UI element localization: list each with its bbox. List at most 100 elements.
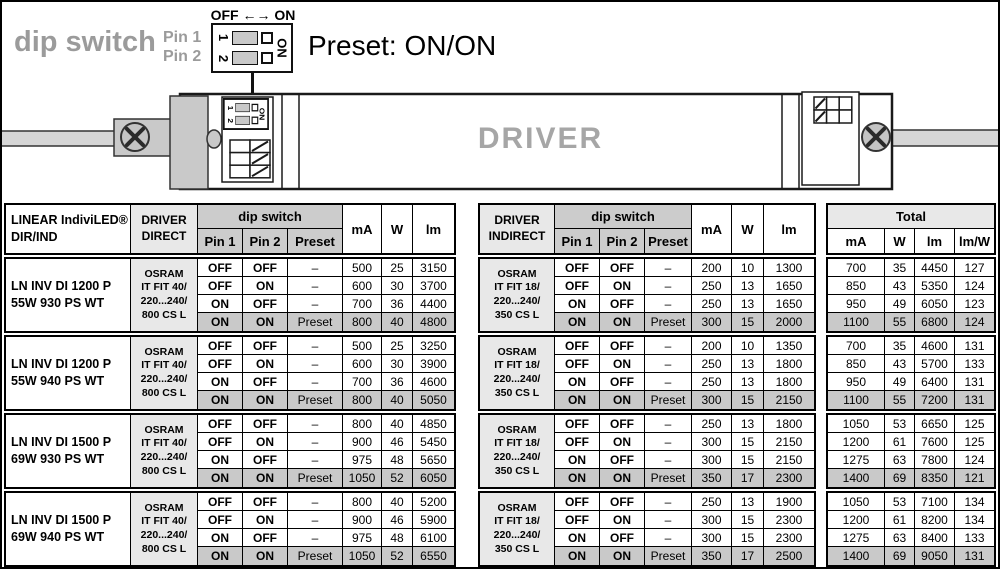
left-table-blocks: LN INV DI 1200 P 55W 930 PS WT OSRAM IT FIT… [4,257,456,567]
total-block: 1050 53 7100 134 1200 61 8200 134 1275 63 8400 133 1… [826,491,996,567]
indirect-ma: 300 [692,511,732,529]
indirect-lm: 2500 [764,547,814,565]
direct-w: 52 [382,469,413,487]
direct-block: LN INV DI 1500 P 69W 940 PS WT OSRAM IT FIT… [4,491,456,567]
text-line: 800 CS L [141,542,187,555]
left-table-header: LINEAR IndiviLED® DIR/IND DRIVER DIRECT … [4,203,456,255]
indirect-ma: 300 [692,451,732,469]
total-w: 43 [885,277,915,295]
preset-value: – [288,373,343,391]
total-w: 53 [885,493,915,511]
direct-ma: 975 [343,451,382,469]
text-line: 55W 930 PS WT [11,296,105,310]
w-header: W [885,229,915,253]
driver-indirect-cell: OSRAM IT FIT 18/220...240/350 CS L [480,337,555,409]
total-lm: 5700 [915,355,955,373]
preset-value: – [288,433,343,451]
pin2-value: ON [243,277,288,295]
preset-value: – [645,433,692,451]
text-line: OSRAM [144,423,184,436]
text-line: 69W 940 PS WT [11,530,105,544]
text-line: OSRAM [144,267,184,280]
middle-table-blocks: OSRAM IT FIT 18/220...240/350 CS L OFF OFF –… [478,257,816,567]
dip-switch-header: dip switch [198,205,343,229]
ma-header: mA [343,205,382,253]
pin1-value: OFF [198,337,243,355]
direct-w: 25 [382,337,413,355]
pin1-value: OFF [555,259,600,277]
total-ma: 1050 [828,415,885,433]
direct-ma: 600 [343,355,382,373]
text-line: OSRAM [497,345,537,358]
direct-w: 52 [382,547,413,565]
total-ma: 700 [828,259,885,277]
direct-block: LN INV DI 1200 P 55W 930 PS WT OSRAM IT FIT… [4,257,456,333]
total-ma: 1200 [828,511,885,529]
driver-direct-cell: OSRAM IT FIT 40/220...240/800 CS L [131,259,198,331]
direct-w: 48 [382,529,413,547]
direct-lm: 5200 [413,493,454,511]
direct-ma: 800 [343,313,382,331]
direct-w: 40 [382,391,413,409]
driver-direct-cell: OSRAM IT FIT 40/220...240/800 CS L [131,415,198,487]
total-ma: 700 [828,337,885,355]
indirect-block: OSRAM IT FIT 18/220...240/350 CS L OFF OFF –… [478,335,816,411]
direct-lm: 3900 [413,355,454,373]
pin2-value: ON [600,433,645,451]
direct-ma: 500 [343,259,382,277]
total-w: 69 [885,469,915,487]
direct-w: 48 [382,451,413,469]
pin1-value: ON [198,469,243,487]
total-lm-per-w: 125 [955,415,994,433]
preset-value: Preset [288,391,343,409]
pin2-value: ON [243,469,288,487]
total-lm-per-w: 133 [955,529,994,547]
total-lm: 6650 [915,415,955,433]
text-line: 350 CS L [494,464,540,477]
preset-value: – [645,337,692,355]
pin2-value: OFF [243,259,288,277]
total-lm-per-w: 134 [955,493,994,511]
pin2-value: ON [243,547,288,565]
driver-indirect-cell: OSRAM IT FIT 18/220...240/350 CS L [480,415,555,487]
lm-header: lm [425,221,442,237]
total-lm: 7100 [915,493,955,511]
pin1-value: ON [555,469,600,487]
pin1-value: OFF [555,493,600,511]
total-w: 61 [885,433,915,451]
direct-w: 25 [382,259,413,277]
pin1-value: ON [198,295,243,313]
total-ma: 1050 [828,493,885,511]
text-line: LN INV DI 1500 P [11,435,112,450]
pin2-value: OFF [600,337,645,355]
pin2-value: OFF [243,529,288,547]
indirect-lm: 1800 [764,415,814,433]
preset-value: – [288,337,343,355]
indirect-lm: 1350 [764,337,814,355]
product-cell: LN INV DI 1500 P 69W 930 PS WT [6,415,131,487]
switch-number-1: 1 [226,105,235,110]
direct-w: 46 [382,511,413,529]
total-w: 55 [885,391,915,409]
total-lm-per-w: 131 [955,391,994,409]
direct-ma: 500 [343,337,382,355]
indirect-ma: 300 [692,433,732,451]
switch-knob-icon [251,116,259,125]
direct-ma: 900 [343,433,382,451]
total-lm: 7600 [915,433,955,451]
indirect-lm: 1800 [764,373,814,391]
direct-lm: 5650 [413,451,454,469]
pin1-value: ON [198,373,243,391]
indirect-ma: 300 [692,529,732,547]
pin1-value: OFF [198,415,243,433]
indirect-w: 13 [732,355,764,373]
direct-ma: 975 [343,529,382,547]
ma-header: mA [692,205,732,253]
indirect-w: 15 [732,433,764,451]
total-table-header: Total mA W lm lm/W [826,203,996,255]
preset-value: – [288,355,343,373]
pin1-value: OFF [555,355,600,373]
indirect-lm: 1650 [764,277,814,295]
total-ma: 850 [828,277,885,295]
